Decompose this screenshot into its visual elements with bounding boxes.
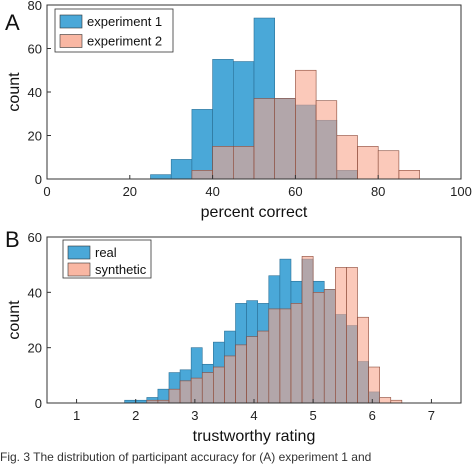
x-tick-label: 1 [73,408,80,423]
x-tick-label: 0 [43,184,50,199]
bar-experiment-2-5 [253,98,276,180]
y-tick-label: 80 [28,0,42,13]
legend-label-experiment-2: experiment 2 [87,34,162,49]
bar-synthetic-16 [301,256,314,404]
bar-synthetic-7 [201,372,214,404]
panel-b-ylabel: count [6,300,23,340]
y-tick-label: 0 [35,172,42,187]
bar-synthetic-10 [235,344,247,404]
bar-synthetic-6 [190,377,203,404]
bar-synthetic-13 [268,308,281,404]
bar-synthetic-8 [213,366,225,404]
bar-synthetic-9 [224,355,236,404]
x-tick-label: 3 [191,408,198,423]
bar-experiment-2-4 [233,146,255,180]
x-tick-label: 2 [132,408,139,423]
y-tick-label: 0 [35,396,42,411]
panel-a-letter: A [5,10,20,35]
bar-synthetic-18 [323,289,336,404]
legend-label-synthetic: synthetic [95,262,147,277]
bar-experiment-2-9 [336,135,358,180]
bar-synthetic-12 [257,330,270,404]
bar-synthetic-15 [290,303,303,404]
bar-experiment-1-2 [191,109,213,180]
panel-b: B 1 2 3 4 5 6 7 0 20 40 60 trustworthy rating coun… [5,227,462,445]
bar-synthetic-4 [168,388,181,404]
y-tick-label: 20 [28,129,42,144]
x-tick-label: 20 [123,184,137,199]
bar-experiment-2-6 [274,98,296,180]
bar-synthetic-19 [335,267,347,404]
panel-b-ticks: 1 2 3 4 5 6 7 0 20 40 60 [28,230,436,423]
y-tick-label: 40 [28,85,42,100]
legend-swatch-experiment-2 [59,34,83,48]
bar-synthetic-14 [279,308,292,404]
bar-experiment-2-11 [377,150,400,180]
panel-a-ylabel: count [6,72,23,112]
figure-caption: Fig. 3 The distribution of participant a… [0,450,372,464]
x-tick-label: 5 [310,408,317,423]
panel-a-xlabel: percent correct [201,204,308,221]
bar-synthetic-21 [357,316,369,404]
x-tick-label: 4 [250,408,257,423]
legend-swatch-synthetic [67,262,91,277]
x-tick-label: 60 [288,184,302,199]
bar-experiment-2-7 [295,69,317,180]
bar-experiment-2-8 [315,100,338,180]
panel-b-legend: real synthetic [62,239,152,279]
panel-b-xlabel: trustworthy rating [193,428,316,445]
panel-a-bars [150,17,420,180]
x-tick-label: 80 [371,184,385,199]
y-tick-label: 60 [28,230,42,245]
bar-synthetic-11 [246,336,259,404]
legend-swatch-real [67,245,91,260]
bar-synthetic-22 [368,366,380,404]
panel-a-legend: experiment 1 experiment 2 [54,8,174,53]
x-tick-label: 100 [450,184,472,199]
bar-synthetic-17 [312,292,325,404]
bar-experiment-2-3 [212,146,234,180]
legend-label-real: real [95,245,117,260]
panel-b-letter: B [5,227,20,252]
x-tick-label: 7 [428,408,435,423]
panel-b-bars [124,256,403,404]
y-tick-label: 20 [28,341,42,356]
bar-experiment-2-10 [357,146,379,180]
x-tick-label: 6 [369,408,376,423]
bar-synthetic-5 [179,380,192,404]
legend-label-experiment-1: experiment 1 [87,14,162,29]
bar-experiment-1-1 [170,159,193,180]
legend-swatch-experiment-1 [59,14,83,29]
bar-synthetic-23 [379,397,392,404]
bar-experiment-2-2 [191,170,213,180]
x-tick-label: 40 [205,184,219,199]
y-tick-label: 60 [28,42,42,57]
panel-a-ticks: 0 20 40 60 80 100 0 20 40 60 80 [28,0,472,199]
bar-synthetic-20 [346,267,358,404]
bar-experiment-2-12 [398,170,420,180]
bar-experiment-1-0 [150,174,172,180]
y-tick-label: 40 [28,285,42,300]
